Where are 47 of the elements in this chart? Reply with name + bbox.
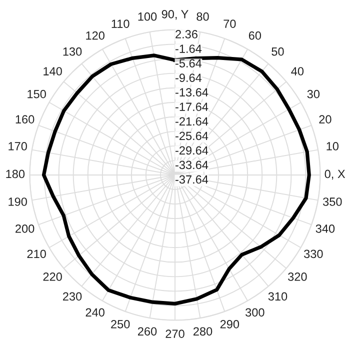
y-tick-label: -1.64	[176, 44, 202, 53]
y-tick-label: -13.64	[176, 88, 208, 97]
spoke-label: 130	[63, 47, 82, 56]
spoke-label: 10	[326, 142, 339, 150]
y-tick-label: -25.64	[176, 132, 208, 140]
spoke-label: 140	[44, 67, 62, 76]
spoke-label: 250	[111, 320, 130, 328]
y-tick-label: -29.64	[176, 146, 208, 155]
spoke-label: 0, X	[324, 170, 346, 180]
spoke-label: 170	[8, 142, 27, 150]
spoke-label: 20	[319, 115, 332, 124]
spoke-label: 220	[43, 272, 62, 281]
spoke-label: 320	[288, 272, 307, 281]
spoke-label: 190	[8, 198, 27, 206]
spoke-label: 200	[16, 224, 34, 233]
spoke-label: 80	[196, 12, 209, 21]
spoke-label: 340	[316, 224, 335, 233]
spoke-label: 280	[194, 327, 212, 336]
spoke-label: 230	[63, 292, 82, 301]
y-tick-label: -33.64	[176, 160, 208, 170]
spoke-label: 310	[268, 292, 288, 301]
spoke-label: 270	[166, 330, 184, 338]
spoke-label: 90, Y	[162, 10, 188, 20]
spoke-label: 290	[220, 320, 240, 328]
y-tick-label: -17.64	[176, 102, 208, 112]
spoke-label: 100	[138, 12, 157, 21]
spoke-label: 50	[272, 47, 284, 56]
spoke-label: 350	[323, 198, 342, 206]
y-tick-label: -5.64	[176, 59, 202, 68]
y-tick-label: 2.36	[176, 30, 198, 38]
spoke-label: 70	[224, 20, 236, 28]
spoke-label: 330	[304, 250, 323, 258]
spoke-label: 110	[112, 20, 130, 28]
y-tick-label: -9.64	[176, 74, 202, 82]
spoke-label: 30	[307, 90, 320, 98]
spoke-label: 160	[16, 115, 34, 124]
spoke-label: 180	[6, 170, 25, 178]
spoke-label: 210	[27, 250, 46, 258]
spoke-label: 240	[86, 308, 104, 317]
y-tick-label: -37.64	[176, 175, 208, 184]
spoke-label: 260	[138, 327, 157, 336]
spoke-label: 40	[291, 67, 304, 76]
spoke-label: 300	[246, 308, 264, 317]
spoke-label: 150	[28, 90, 46, 98]
spoke-label: 60	[248, 31, 262, 40]
y-tick-label: -21.64	[176, 117, 208, 126]
spoke-label: 120	[86, 31, 104, 40]
